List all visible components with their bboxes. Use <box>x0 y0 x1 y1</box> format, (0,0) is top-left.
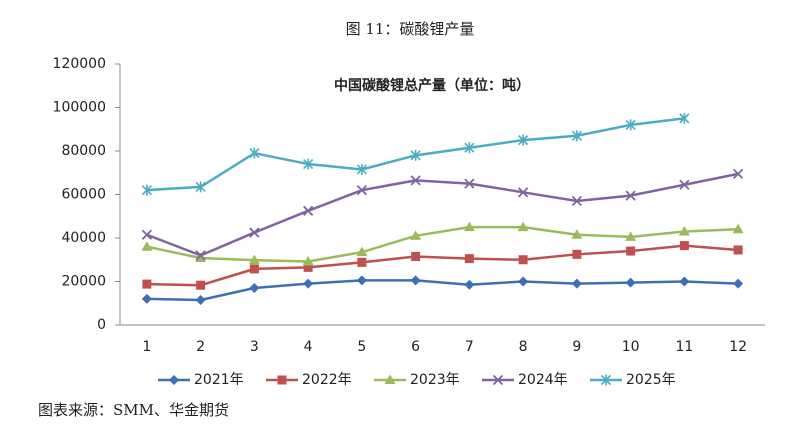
legend-marker <box>492 374 504 386</box>
point <box>410 149 421 161</box>
point <box>410 275 421 286</box>
y-tick-label: 0 <box>97 317 106 333</box>
legend-marker <box>600 374 612 386</box>
x-tick-label: 10 <box>622 339 640 355</box>
point <box>571 278 582 289</box>
series-line <box>146 172 739 257</box>
point <box>195 181 206 193</box>
y-tick-label: 100000 <box>53 100 106 116</box>
x-tick-label: 8 <box>519 339 528 355</box>
legend-label: 2023年 <box>410 372 460 388</box>
point <box>411 251 421 261</box>
point <box>517 221 529 232</box>
point <box>571 195 583 207</box>
point <box>141 241 153 251</box>
point <box>195 252 207 263</box>
point <box>732 168 744 179</box>
point <box>463 221 475 232</box>
x-tick-label: 4 <box>304 339 313 355</box>
point <box>196 280 206 290</box>
y-tick-label: 80000 <box>61 143 106 159</box>
point <box>356 185 368 196</box>
point <box>733 245 743 255</box>
point <box>625 190 636 201</box>
point <box>303 158 314 170</box>
point <box>141 184 152 196</box>
x-tick-label: 6 <box>411 339 420 355</box>
point <box>464 254 474 264</box>
point <box>410 230 422 240</box>
point <box>678 225 690 236</box>
point <box>142 279 152 289</box>
point <box>571 130 582 142</box>
x-tick-label: 3 <box>250 339 259 355</box>
point <box>518 276 529 287</box>
x-tick-label: 1 <box>142 339 151 355</box>
legend-label: 2025年 <box>626 372 676 388</box>
series-line <box>146 244 739 287</box>
y-tick-label: 60000 <box>61 187 106 203</box>
x-tick-label: 7 <box>465 339 474 355</box>
point <box>249 264 259 274</box>
legend-marker <box>169 375 179 385</box>
point <box>679 276 690 287</box>
legend-label: 2024年 <box>518 372 568 388</box>
point <box>249 147 260 159</box>
x-tick-label: 2 <box>196 339 205 355</box>
point <box>625 277 636 288</box>
y-tick-label: 40000 <box>61 230 106 246</box>
point <box>517 187 529 198</box>
point <box>356 163 367 175</box>
point <box>679 241 689 251</box>
point <box>464 178 475 189</box>
source: 图表来源：SMM、华金期货 <box>38 401 229 419</box>
point <box>303 278 314 289</box>
point <box>303 262 313 272</box>
point <box>518 255 528 265</box>
point <box>410 175 421 186</box>
point <box>357 257 367 267</box>
point <box>625 231 637 241</box>
point <box>302 205 314 216</box>
legend-label: 2021年 <box>194 372 244 388</box>
point <box>518 134 529 146</box>
point <box>356 275 367 286</box>
y-tick-label: 120000 <box>53 56 106 72</box>
x-tick-label: 9 <box>572 339 581 355</box>
x-tick-label: 12 <box>729 339 747 355</box>
y-tick-label: 20000 <box>61 274 106 290</box>
legend-label: 2022年 <box>302 372 352 388</box>
point <box>464 142 475 154</box>
point <box>733 278 744 289</box>
x-tick-label: 11 <box>675 339 693 355</box>
figure-title: 图 11：碳酸锂产量 <box>346 20 475 38</box>
point <box>732 223 744 234</box>
legend-marker <box>384 374 396 384</box>
point <box>302 255 314 266</box>
series-line <box>146 279 739 302</box>
series-line <box>146 225 739 263</box>
chart-title: 中国碳酸锂总产量（单位：吨） <box>334 77 530 94</box>
point <box>249 283 260 294</box>
point <box>141 293 152 304</box>
point <box>249 227 260 238</box>
legend-marker <box>277 375 287 385</box>
point <box>356 246 368 257</box>
point <box>195 294 206 305</box>
point <box>571 229 583 239</box>
point <box>141 229 153 240</box>
point <box>464 279 475 290</box>
point <box>248 254 260 265</box>
point <box>626 246 636 256</box>
point <box>195 250 206 261</box>
point <box>679 179 690 190</box>
point <box>679 112 690 124</box>
x-tick-label: 5 <box>357 339 366 355</box>
point <box>572 249 582 259</box>
point <box>625 119 636 131</box>
